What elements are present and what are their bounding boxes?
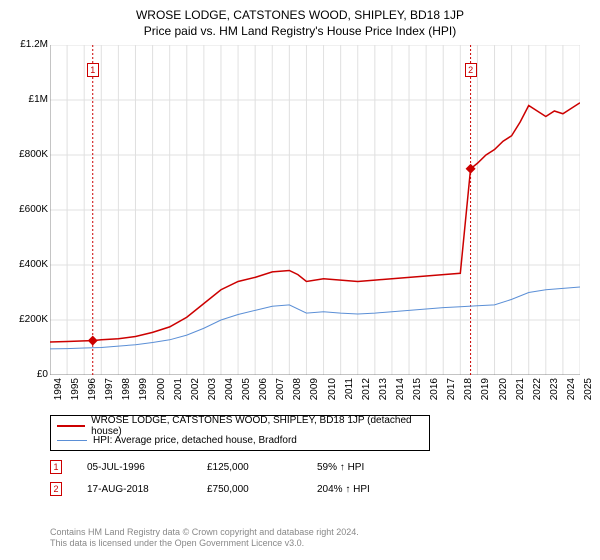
marker-label: 2 [465,63,477,77]
x-tick-label: 1998 [121,378,132,408]
transaction-delta: 204% ↑ HPI [317,484,370,495]
y-tick-label: £400K [2,259,48,270]
x-tick-label: 2005 [241,378,252,408]
x-tick-label: 2025 [583,378,594,408]
chart-subtitle: Price paid vs. HM Land Registry's House … [0,22,600,38]
marker-label: 1 [87,63,99,77]
legend-swatch [57,425,85,427]
x-tick-label: 2003 [207,378,218,408]
y-tick-label: £200K [2,314,48,325]
x-tick-label: 2002 [190,378,201,408]
x-tick-label: 2001 [173,378,184,408]
x-tick-label: 1994 [53,378,64,408]
x-tick-label: 2009 [309,378,320,408]
x-tick-label: 2017 [446,378,457,408]
y-tick-label: £800K [2,149,48,160]
transaction-row: 2 17-AUG-2018£750,000204% ↑ HPI [50,482,370,496]
x-tick-label: 2006 [258,378,269,408]
x-tick-label: 2014 [395,378,406,408]
x-tick-label: 1997 [104,378,115,408]
x-tick-label: 2012 [361,378,372,408]
legend-label: HPI: Average price, detached house, Brad… [93,435,297,446]
chart-svg [50,45,580,375]
transaction-row: 1 05-JUL-1996£125,00059% ↑ HPI [50,460,364,474]
x-tick-label: 2000 [156,378,167,408]
x-tick-label: 2008 [292,378,303,408]
x-tick-label: 1999 [138,378,149,408]
transaction-date: 17-AUG-2018 [87,484,207,495]
chart-plot-area [50,45,580,375]
x-tick-label: 2013 [378,378,389,408]
transaction-price: £750,000 [207,484,317,495]
x-tick-label: 2011 [344,378,355,408]
x-tick-label: 1996 [87,378,98,408]
y-tick-label: £1M [2,94,48,105]
x-tick-label: 2015 [412,378,423,408]
x-tick-label: 2024 [566,378,577,408]
x-tick-label: 1995 [70,378,81,408]
transaction-delta: 59% ↑ HPI [317,462,364,473]
x-tick-label: 2019 [480,378,491,408]
chart-title: WROSE LODGE, CATSTONES WOOD, SHIPLEY, BD… [0,0,600,22]
transaction-date: 05-JUL-1996 [87,462,207,473]
x-tick-label: 2023 [549,378,560,408]
y-tick-label: £0 [2,369,48,380]
footer-text: Contains HM Land Registry data © Crown c… [50,527,359,550]
footer-line-1: Contains HM Land Registry data © Crown c… [50,527,359,539]
x-tick-label: 2016 [429,378,440,408]
transaction-marker: 1 [50,460,62,474]
x-tick-label: 2010 [327,378,338,408]
transaction-marker: 2 [50,482,62,496]
x-tick-label: 2018 [463,378,474,408]
legend-box: WROSE LODGE, CATSTONES WOOD, SHIPLEY, BD… [50,415,430,451]
x-tick-label: 2007 [275,378,286,408]
legend-item: WROSE LODGE, CATSTONES WOOD, SHIPLEY, BD… [57,419,423,433]
x-tick-label: 2021 [515,378,526,408]
x-tick-label: 2022 [532,378,543,408]
footer-line-2: This data is licensed under the Open Gov… [50,538,359,550]
y-tick-label: £600K [2,204,48,215]
chart-container: WROSE LODGE, CATSTONES WOOD, SHIPLEY, BD… [0,0,600,560]
x-tick-label: 2020 [498,378,509,408]
x-tick-label: 2004 [224,378,235,408]
transaction-price: £125,000 [207,462,317,473]
y-tick-label: £1.2M [2,39,48,50]
legend-swatch [57,440,87,441]
